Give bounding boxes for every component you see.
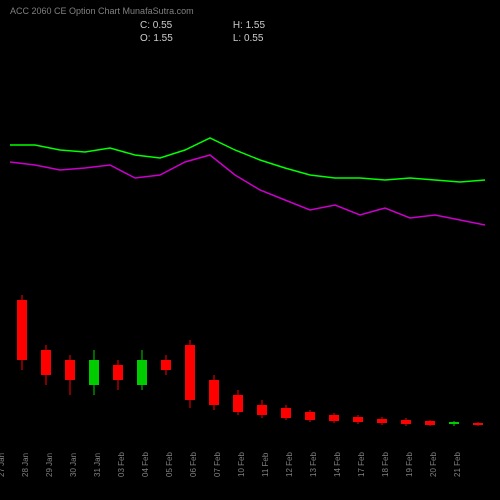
candle-body — [65, 360, 75, 380]
candle-body — [89, 360, 99, 385]
high-value: H: 1.55 — [233, 20, 265, 31]
candle-body — [281, 408, 291, 418]
chart-svg — [10, 50, 490, 430]
indicator-line-2 — [10, 155, 485, 225]
chart-area — [10, 50, 490, 430]
candle-body — [113, 365, 123, 380]
candle-body — [233, 395, 243, 412]
x-axis-label: 21 Feb — [453, 453, 500, 477]
low-value: L: 0.55 — [233, 33, 265, 44]
candle-body — [209, 380, 219, 405]
candle-body — [353, 417, 363, 422]
candle-body — [41, 350, 51, 375]
candle-body — [473, 423, 483, 425]
chart-title: ACC 2060 CE Option Chart MunafaSutra.com — [10, 6, 194, 16]
x-axis-labels: 27 Jan28 Jan29 Jan30 Jan31 Jan03 Feb04 F… — [10, 440, 490, 490]
indicator-line-1 — [10, 138, 485, 182]
ohlc-display: C: 0.55 O: 1.55 H: 1.55 L: 0.55 — [140, 20, 265, 44]
candle-body — [17, 300, 27, 360]
open-value: O: 1.55 — [140, 33, 173, 44]
candle-body — [305, 412, 315, 420]
candle-body — [137, 360, 147, 385]
close-value: C: 0.55 — [140, 20, 173, 31]
candle-body — [401, 420, 411, 424]
candle-body — [425, 421, 435, 425]
candle-body — [257, 405, 267, 415]
candle-body — [449, 422, 459, 424]
candle-body — [185, 345, 195, 400]
candle-body — [161, 360, 171, 370]
candle-body — [377, 419, 387, 423]
candle-body — [329, 415, 339, 421]
